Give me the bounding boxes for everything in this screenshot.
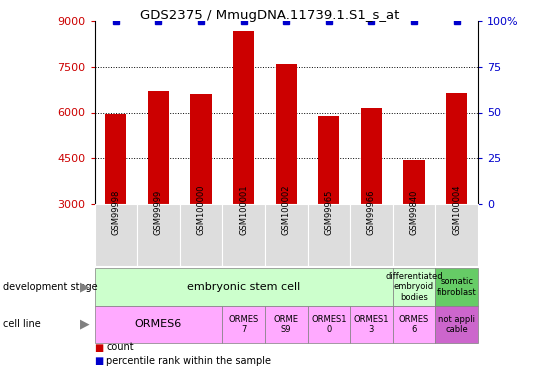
Text: GSM99998: GSM99998 [111, 190, 120, 236]
Text: GSM100004: GSM100004 [452, 185, 461, 236]
Bar [403, 160, 424, 204]
Text: cell line: cell line [3, 320, 40, 329]
Text: ▶: ▶ [79, 318, 89, 331]
Text: ORMES6: ORMES6 [135, 320, 182, 329]
Text: ORMES
6: ORMES 6 [399, 315, 429, 334]
Bar [275, 63, 297, 204]
Bar [148, 91, 169, 204]
Bar [233, 32, 254, 204]
Bar [190, 94, 212, 204]
Text: somatic
fibroblast: somatic fibroblast [437, 277, 476, 297]
Text: GDS2375 / MmugDNA.11739.1.S1_s_at: GDS2375 / MmugDNA.11739.1.S1_s_at [140, 9, 400, 22]
Text: ■: ■ [94, 356, 104, 366]
Bar [446, 93, 467, 204]
Bar [105, 114, 126, 204]
Bar [361, 108, 382, 204]
Text: ORMES
7: ORMES 7 [228, 315, 259, 334]
Text: GSM100002: GSM100002 [282, 185, 291, 236]
Text: GSM99966: GSM99966 [367, 190, 376, 236]
Text: ORMES1
0: ORMES1 0 [311, 315, 347, 334]
Text: differentiated
embryoid
bodies: differentiated embryoid bodies [385, 272, 443, 302]
Text: GSM100001: GSM100001 [239, 185, 248, 236]
Text: ORME
S9: ORME S9 [274, 315, 299, 334]
Text: GSM99999: GSM99999 [154, 190, 163, 236]
Text: embryonic stem cell: embryonic stem cell [187, 282, 300, 292]
Text: GSM100000: GSM100000 [197, 185, 206, 236]
Text: GSM99965: GSM99965 [325, 190, 333, 236]
Text: ▶: ▶ [79, 280, 89, 293]
Text: percentile rank within the sample: percentile rank within the sample [106, 356, 272, 366]
Bar [318, 116, 340, 204]
Text: not appli
cable: not appli cable [438, 315, 475, 334]
Text: ORMES1
3: ORMES1 3 [354, 315, 389, 334]
Text: GSM99840: GSM99840 [409, 190, 418, 236]
Text: ■: ■ [94, 342, 104, 352]
Text: development stage: development stage [3, 282, 97, 292]
Text: count: count [106, 342, 134, 352]
